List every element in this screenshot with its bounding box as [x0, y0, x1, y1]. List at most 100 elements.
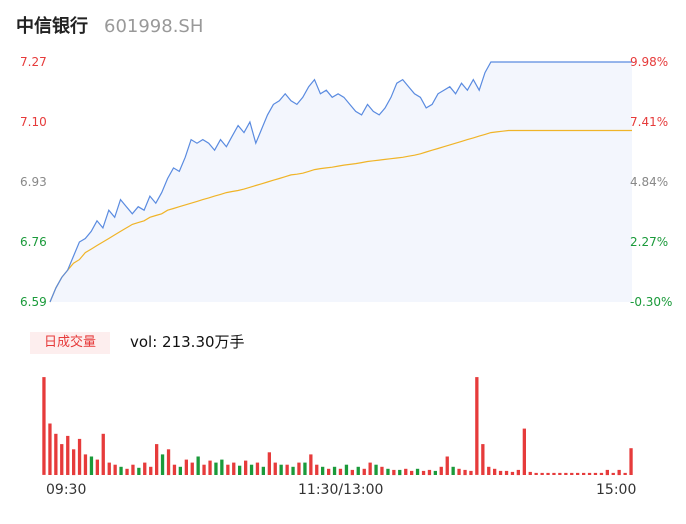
volume-bar [214, 462, 218, 475]
volume-bar [332, 466, 337, 475]
volume-bar [623, 472, 627, 475]
x-label-midday: 11:30/13:00 [298, 482, 384, 498]
volume-bar [285, 464, 289, 475]
volume-bar [267, 452, 271, 475]
volume-bar [238, 465, 242, 475]
volume-bar [321, 466, 325, 475]
volume-bar [463, 469, 467, 476]
volume-bar [599, 472, 604, 475]
volume-bar [42, 377, 46, 475]
volume-bar [226, 464, 230, 475]
stock-code: 601998.SH [104, 16, 204, 37]
volume-bar [125, 468, 129, 475]
volume-bar [184, 459, 188, 475]
volume-bar [83, 454, 88, 475]
volume-bar [172, 464, 177, 475]
volume-bar [208, 460, 212, 475]
volume-bar [368, 462, 372, 475]
volume-bar [95, 459, 99, 475]
stock-header: 中信银行 601998.SH [16, 12, 203, 40]
y-left-label-2: 6.93 [20, 175, 47, 189]
volume-bar [249, 464, 254, 475]
volume-bar [166, 449, 171, 476]
volume-bar [232, 462, 236, 475]
volume-bar [190, 462, 194, 475]
volume-bar [374, 464, 378, 475]
x-label-open: 09:30 [46, 482, 87, 498]
volume-bar [255, 462, 260, 475]
volume-bar [522, 428, 526, 475]
volume-bar [433, 470, 437, 475]
volume-bar [605, 469, 609, 476]
volume-bar [137, 467, 141, 475]
volume-bar [421, 470, 426, 475]
volume-bar [534, 472, 538, 475]
volume-bar [546, 472, 550, 475]
volume-bar [404, 468, 408, 475]
volume-bar [570, 472, 574, 475]
y-right-label-3: 2.27% [630, 235, 669, 249]
volume-bar [528, 471, 532, 475]
avg-price-line [49, 129, 632, 303]
volume-bar [380, 466, 384, 475]
volume-bar [445, 456, 449, 475]
y-left-label-1: 7.10 [20, 115, 47, 129]
volume-bar [410, 470, 414, 475]
y-left-label-4: 6.59 [20, 295, 47, 309]
volume-bar [160, 454, 165, 475]
y-right-label-0: 9.98% [630, 55, 669, 69]
y-right-label-2: 4.84% [630, 175, 669, 189]
price-line [49, 61, 632, 303]
volume-bar [273, 462, 277, 475]
volume-bar [415, 468, 420, 475]
volume-bar [350, 469, 354, 476]
volume-bar [487, 466, 491, 475]
volume-bar [451, 466, 455, 475]
volume-bar [558, 472, 562, 475]
volume-label: 日成交量 [30, 332, 110, 354]
volume-bar [89, 456, 94, 475]
volume-bar [617, 469, 621, 476]
volume-bar [261, 466, 265, 475]
volume-bar [77, 438, 82, 475]
volume-bar [457, 468, 461, 475]
volume-bar [54, 433, 58, 475]
volume-bar [291, 466, 295, 475]
volume-bar [101, 433, 105, 475]
volume-bar [469, 470, 473, 475]
volume-bar [587, 472, 592, 475]
volume-bar [196, 456, 200, 475]
volume-bar [629, 448, 633, 475]
volume-bar [48, 423, 52, 475]
x-label-close: 15:00 [596, 482, 637, 498]
stock-name: 中信银行 [16, 16, 88, 37]
price-area [50, 62, 632, 302]
volume-bar [392, 469, 396, 476]
volume-bar [576, 472, 580, 475]
volume-bar [66, 435, 70, 475]
volume-bar [107, 462, 111, 475]
volume-bar [344, 464, 349, 475]
y-left-label-0: 7.27 [20, 55, 47, 69]
volume-bar [244, 460, 248, 475]
volume-bar [303, 462, 307, 475]
volume-bar [60, 444, 64, 475]
volume-bar [510, 471, 515, 475]
volume-bar [113, 464, 117, 475]
volume-bar [131, 464, 135, 475]
volume-bar [338, 468, 343, 475]
volume-bar [327, 468, 331, 475]
volume-bar [279, 464, 283, 475]
volume-bar [119, 466, 123, 475]
volume-bar [155, 444, 159, 475]
volume-bar [356, 466, 360, 475]
volume-bar [564, 472, 568, 475]
volume-bar [72, 449, 76, 476]
volume-bar [178, 466, 182, 475]
volume-bar [493, 468, 497, 475]
volume-bar [481, 444, 485, 475]
volume-bar [504, 470, 509, 475]
volume-bar [143, 462, 147, 475]
volume-value: vol: 213.30万手 [130, 333, 245, 351]
